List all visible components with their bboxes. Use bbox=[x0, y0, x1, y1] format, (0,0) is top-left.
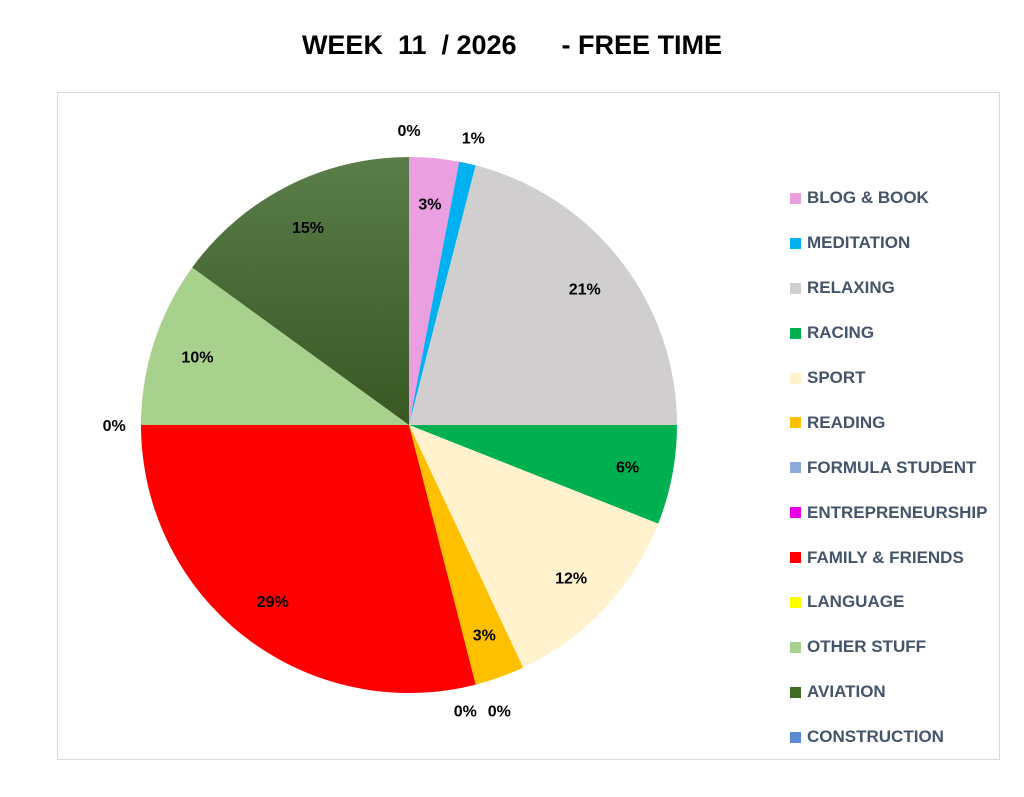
legend-item-other-stuff: OTHER STUFF bbox=[790, 625, 987, 670]
legend-swatch bbox=[790, 731, 801, 743]
data-label-aviation: 15% bbox=[292, 220, 324, 237]
legend-item-meditation: MEDITATION bbox=[790, 221, 987, 266]
legend-item-aviation: AVIATION bbox=[790, 670, 987, 715]
legend-item-entrepreneurship: ENTREPRENEURSHIP bbox=[790, 490, 987, 535]
legend-label: LANGUAGE bbox=[807, 592, 905, 612]
pie-slice-relaxing bbox=[409, 165, 677, 425]
legend-label: READING bbox=[807, 412, 886, 432]
data-label-construction: 0% bbox=[397, 123, 420, 140]
legend: BLOG & BOOK MEDITATION RELAXING RACING SPORT… bbox=[790, 176, 987, 760]
legend-label: RELAXING bbox=[807, 278, 895, 298]
legend-swatch bbox=[790, 192, 801, 204]
pie-slice-reading bbox=[409, 425, 524, 685]
legend-swatch bbox=[790, 237, 801, 249]
data-label-other-stuff: 10% bbox=[181, 349, 213, 366]
legend-swatch bbox=[790, 507, 801, 519]
legend-label: FAMILY & FRIENDS bbox=[807, 547, 964, 567]
data-label-language: 0% bbox=[103, 418, 126, 435]
legend-item-construction: CONSTRUCTION bbox=[790, 715, 987, 760]
legend-swatch bbox=[790, 462, 801, 474]
legend-label: FORMULA STUDENT bbox=[807, 457, 977, 477]
legend-item-reading: READING bbox=[790, 400, 987, 445]
legend-label: BLOG & BOOK bbox=[807, 188, 929, 208]
legend-swatch bbox=[790, 552, 801, 564]
data-label-reading: 3% bbox=[473, 627, 496, 644]
legend-label: RACING bbox=[807, 323, 875, 343]
pie-slice-racing bbox=[409, 425, 677, 524]
legend-label: MEDITATION bbox=[807, 233, 911, 253]
legend-item-blog-book: BLOG & BOOK bbox=[790, 176, 987, 221]
data-label-formula-student: 0% bbox=[454, 704, 477, 721]
legend-swatch bbox=[790, 282, 801, 294]
pie-slice-aviation bbox=[192, 157, 409, 425]
legend-item-racing: RACING bbox=[790, 311, 987, 356]
chart-title: WEEK 11 / 2026 - FREE TIME bbox=[301, 30, 723, 60]
legend-label: CONSTRUCTION bbox=[807, 727, 944, 747]
data-label-meditation: 1% bbox=[462, 130, 485, 147]
data-label-entrepreneurship: 0% bbox=[488, 704, 511, 721]
legend-item-sport: SPORT bbox=[790, 356, 987, 401]
pie-slice-other-stuff bbox=[141, 267, 409, 425]
data-label-relaxing: 21% bbox=[569, 282, 601, 299]
legend-swatch bbox=[790, 596, 801, 608]
legend-label: SPORT bbox=[807, 368, 866, 387]
legend-item-formula-student: FORMULA STUDENT bbox=[790, 445, 987, 490]
legend-item-language: LANGUAGE bbox=[790, 580, 987, 625]
pie-slice-meditation bbox=[409, 161, 476, 425]
legend-label: AVIATION bbox=[807, 682, 886, 702]
legend-item-family-friends: FAMILY & FRIENDS bbox=[790, 535, 987, 580]
legend-swatch bbox=[790, 686, 801, 698]
legend-swatch bbox=[790, 327, 801, 339]
chart-area bbox=[57, 92, 1000, 760]
legend-swatch bbox=[790, 372, 801, 384]
legend-label: ENTREPRENEURSHIP bbox=[807, 502, 988, 522]
legend-swatch bbox=[790, 641, 801, 653]
legend-label: OTHER STUFF bbox=[807, 637, 926, 657]
legend-swatch bbox=[790, 417, 801, 429]
pie-slice-blog-book bbox=[409, 157, 460, 425]
legend-item-relaxing: RELAXING bbox=[790, 266, 987, 311]
data-label-family-friends: 29% bbox=[257, 594, 289, 611]
data-label-racing: 6% bbox=[616, 460, 639, 477]
pie-slice-family-friends bbox=[140, 425, 476, 693]
data-label-blog-book: 3% bbox=[418, 197, 441, 214]
pie-slice-sport bbox=[409, 425, 659, 668]
data-label-sport: 12% bbox=[555, 570, 587, 587]
